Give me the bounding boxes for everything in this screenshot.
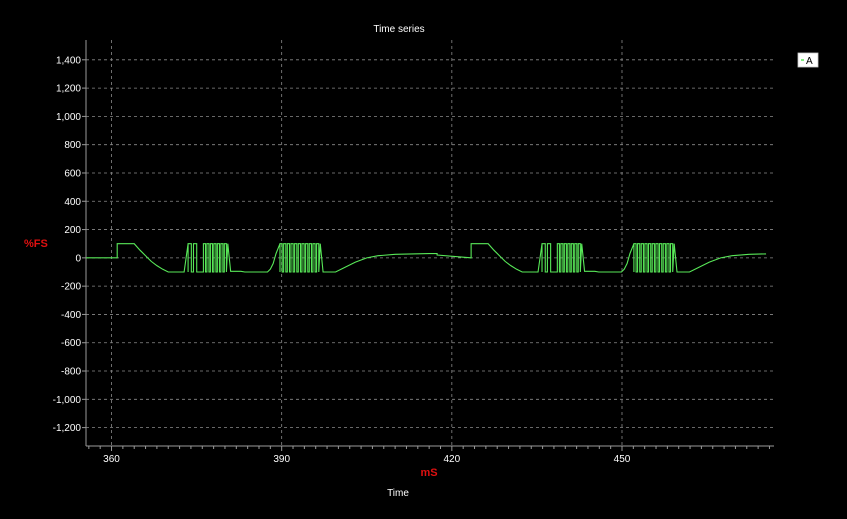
x-axis-unit: mS [420,467,437,479]
y-tick-label: -200 [61,282,81,293]
x-axis-label: Time [387,488,409,499]
y-tick-label: -400 [61,310,81,321]
y-tick-label: 400 [64,197,81,208]
y-tick-label: -1,200 [53,423,82,434]
x-tick-label: 450 [614,454,631,465]
plot-background [86,40,774,446]
legend-entry-a: A [806,56,813,67]
series-line-a [86,243,767,273]
axes [82,40,774,451]
y-tick-label: -800 [61,367,81,378]
y-tick-label: 1,400 [56,55,81,66]
x-tick-label: 360 [103,454,120,465]
x-tick-label: 390 [273,454,290,465]
y-tick-label: 600 [64,168,81,179]
legend[interactable]: A [797,52,819,68]
y-axis-unit: %FS [24,238,48,250]
grid [86,40,774,446]
chart-title: Time series [373,24,424,35]
y-tick-label: 200 [64,225,81,236]
y-tick-label: 0 [75,253,81,264]
y-tick-label: -1,000 [53,395,82,406]
legend-box [797,52,819,68]
y-tick-label: 1,200 [56,84,81,95]
y-tick-label: 800 [64,140,81,151]
x-tick-label: 420 [443,454,460,465]
y-tick-label: 1,000 [56,112,81,123]
series-layer [86,243,767,273]
tick-labels: -1,200 -1,000 -800 -600 -400 -200 0 200 400 600 80… [53,55,631,465]
y-tick-label: -600 [61,338,81,349]
